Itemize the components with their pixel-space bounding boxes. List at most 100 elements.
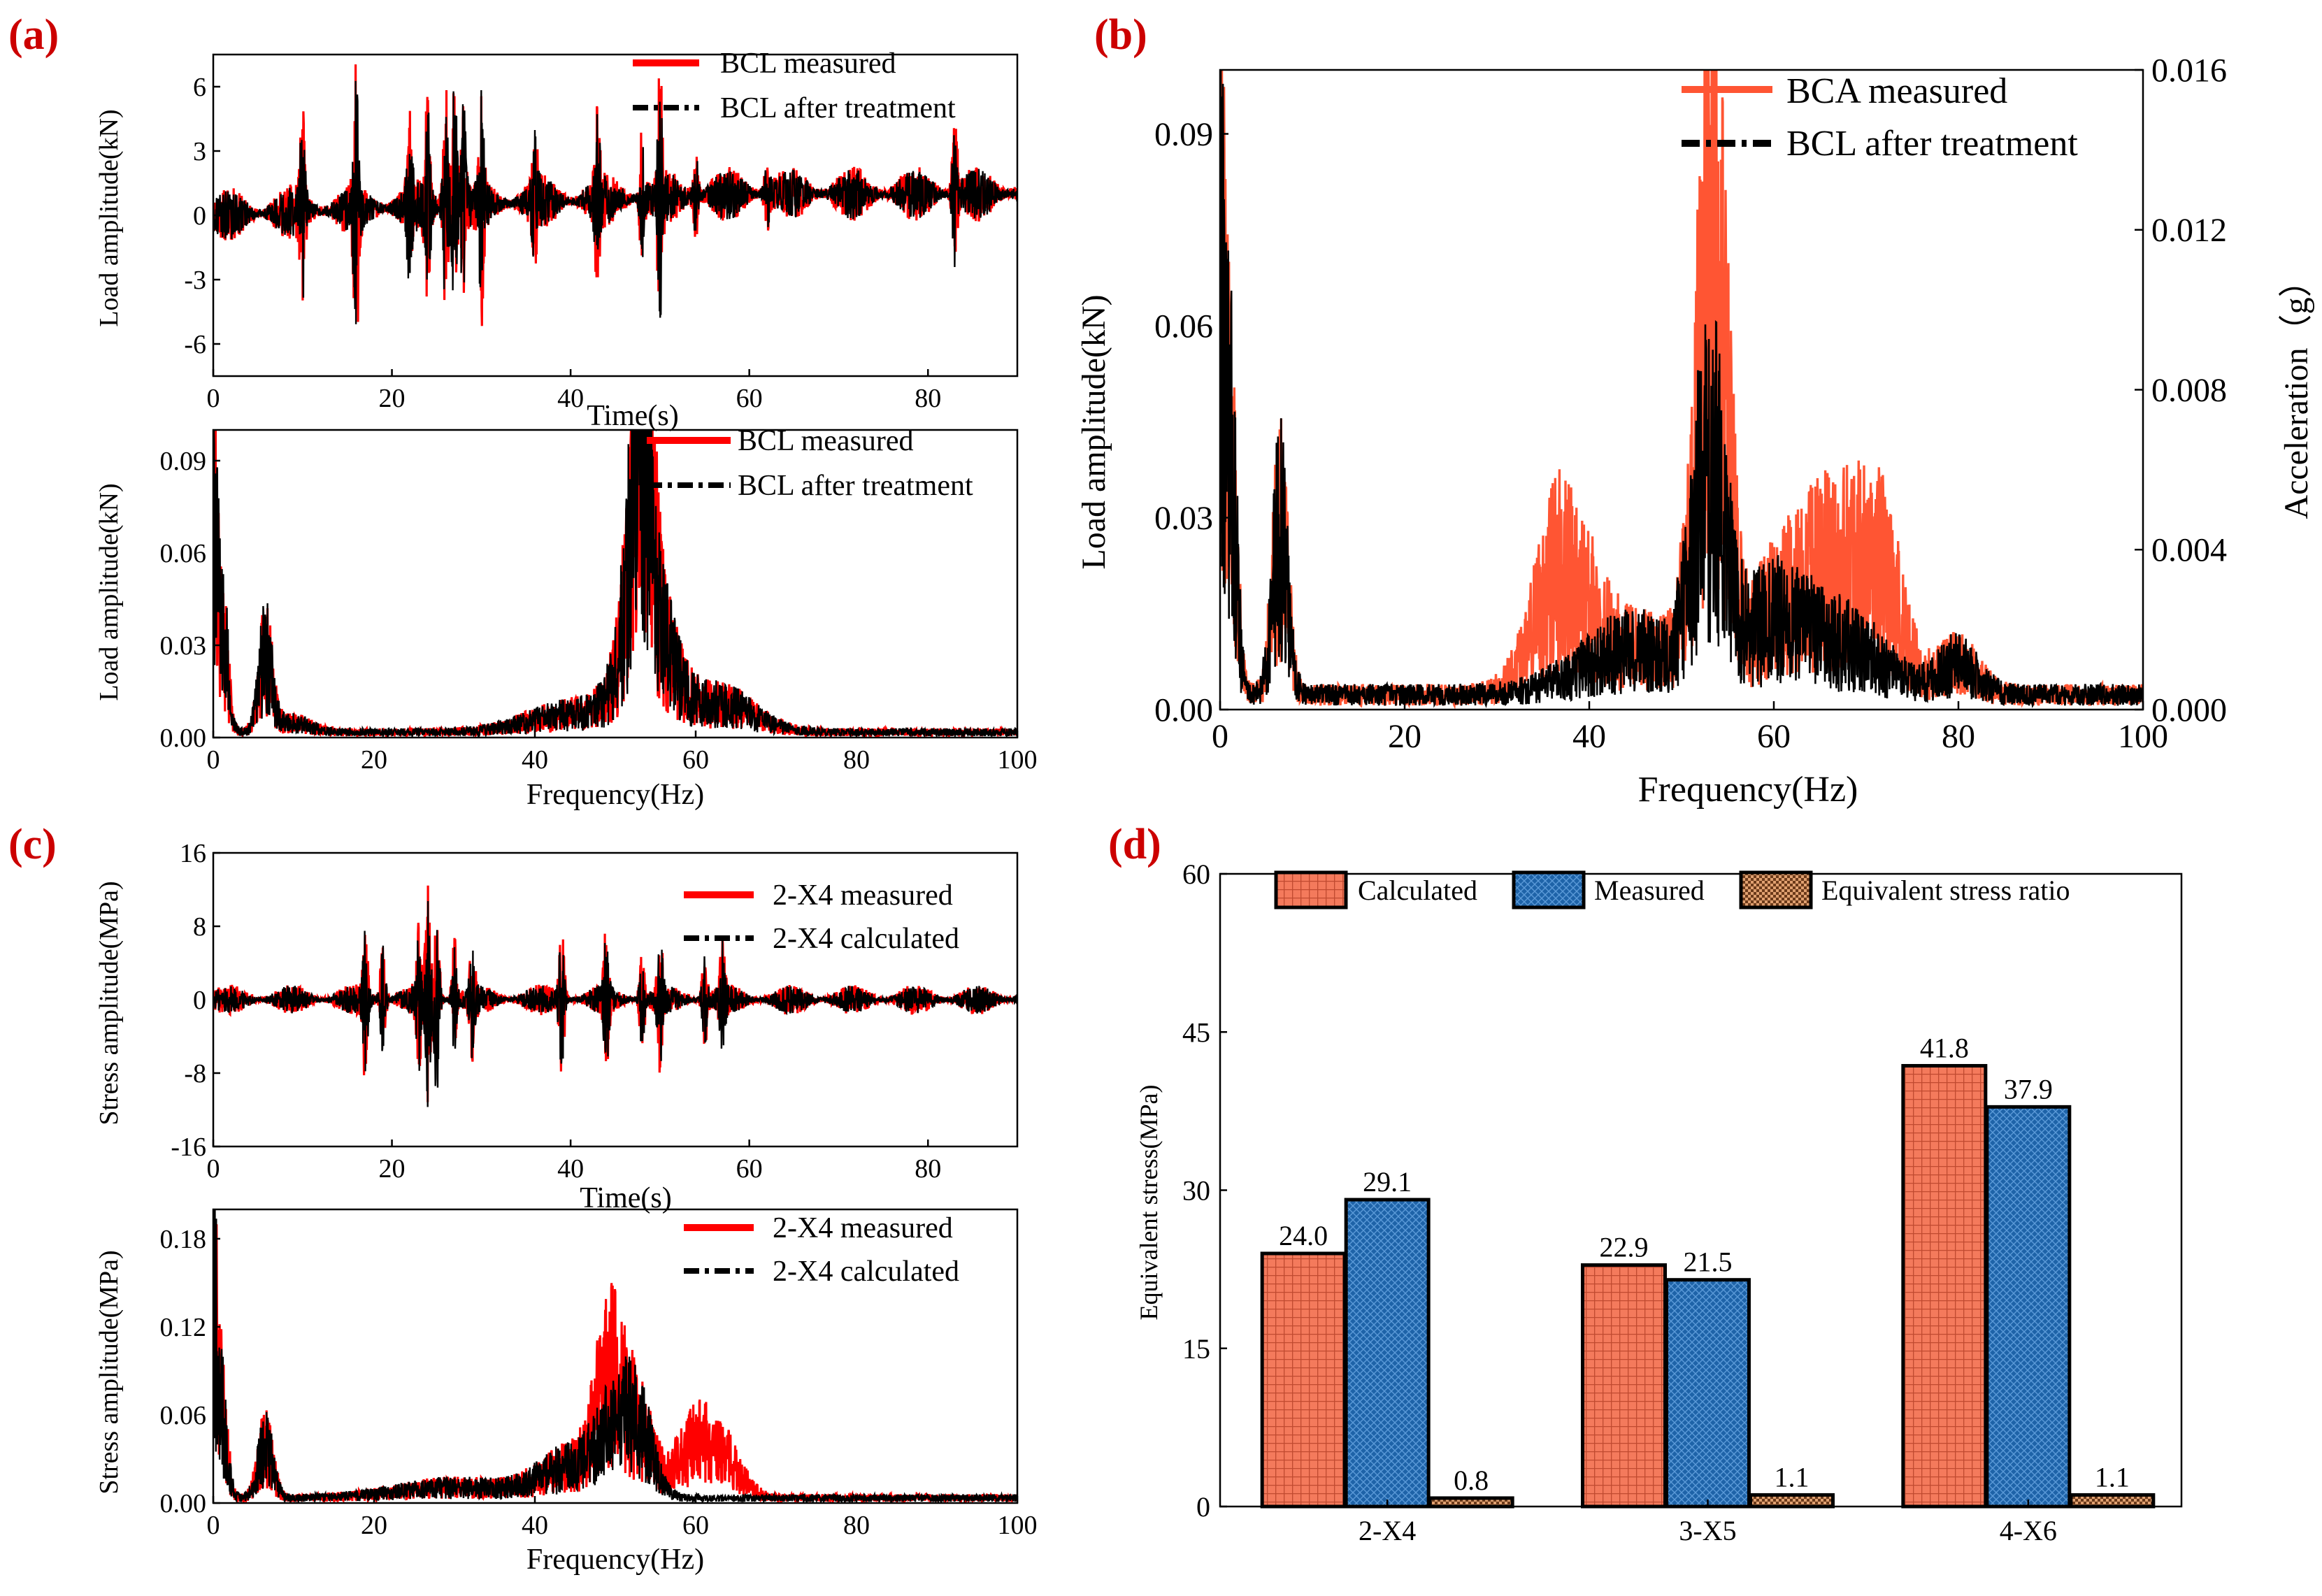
legend-label-measured: 2-X4 measured (773, 1212, 953, 1244)
bar-value-label: 1.1 (1775, 1461, 1809, 1493)
x-tick-label: 0 (207, 1511, 220, 1540)
series-treated-line (213, 80, 1017, 324)
panel-c-top: 0 20 40 60 80 -16 -8 0 8 16 Stress amplitude(MPa)… (94, 839, 1019, 1214)
bar-ratio (2069, 1493, 2156, 1509)
bar-calculated (1260, 1251, 1347, 1509)
panel-a-bottom-ylabel: Load amplitude(kN) (94, 483, 124, 700)
panel-a-bottom-plot: 0 20 40 60 80 100 0.00 0.03 0.06 0.09 (160, 429, 1038, 775)
panel-b-ylabel-right: Acceleration（g） (2278, 264, 2315, 519)
series-treated-line (213, 900, 1017, 1107)
panel-b: 0 20 40 60 80 100 0.00 0.03 0.06 0.09 0.000 0.004 0.… (1075, 52, 2315, 810)
y-tick-label: 0.06 (1154, 308, 1213, 345)
y-tick-label: 0.18 (160, 1225, 207, 1254)
panel-c-top-ylabel: Stress amplitude(MPa) (94, 881, 124, 1125)
y-right-tick-label: 0.008 (2151, 372, 2227, 409)
x-tick-label: 20 (1388, 718, 1421, 755)
bar-value-label: 21.5 (1684, 1246, 1733, 1278)
y-tick-label: 0.00 (160, 1489, 207, 1518)
panel-d: 24.0 29.1 0.8 2-X4 22.9 21.5 1.1 3-X5 41.8 37.9 1.… (1135, 858, 2183, 1546)
x-tick-label: 80 (843, 745, 870, 775)
x-tick-label: 20 (361, 1511, 387, 1540)
x-tick-label: 20 (379, 384, 406, 413)
panel-label-c: (c) (8, 821, 57, 868)
bar-value-label: 29.1 (1363, 1166, 1412, 1198)
y-tick-label: 16 (180, 839, 206, 868)
panel-a-top-legend: BCL measured BCL after treatment (633, 48, 956, 124)
legend-label-measured: BCL measured (720, 48, 896, 80)
y-tick-label: 0 (193, 201, 206, 231)
x-tick-label: 0 (207, 745, 220, 775)
legend-label-measured: BCA measured (1786, 71, 2007, 111)
panel-c-bottom-legend: 2-X4 measured 2-X4 calculated (684, 1212, 959, 1288)
panel-c-bottom-plot: 0 20 40 60 80 100 0.00 0.06 0.12 0.18 (160, 1208, 1038, 1540)
panel-a-top-xlabel: Time(s) (587, 400, 678, 432)
bar-value-label: 37.9 (2004, 1073, 2053, 1105)
legend-label-treated: BCL after treatment (738, 470, 973, 502)
x-tick-label: 40 (522, 745, 548, 775)
panel-a-top-plot: 0 20 40 60 80 -6 -3 0 3 6 (184, 53, 1019, 413)
bar-calculated (1581, 1263, 1667, 1509)
legend-label-treated: BCL after treatment (720, 92, 956, 124)
panel-c-bottom-xlabel: Frequency(Hz) (526, 1544, 704, 1576)
x-tick-label: 60 (736, 1154, 763, 1184)
panel-b-ylabel: Load amplitude(kN) (1075, 294, 1112, 569)
y-tick-label: 3 (193, 137, 206, 166)
y-tick-label: 0 (193, 986, 206, 1015)
x-tick-label: 40 (557, 384, 584, 413)
panel-d-ylabel: Equivalent stress(MPa) (1135, 1085, 1163, 1321)
bar-calculated (1901, 1064, 1988, 1509)
y-tick-label: 0.06 (160, 1401, 207, 1430)
x-tick-label: 80 (915, 384, 941, 413)
panel-c-bottom: 0 20 40 60 80 100 0.00 0.06 0.12 0.18 Stress ampl… (94, 1208, 1038, 1576)
panel-label-a: (a) (8, 11, 59, 59)
bar-value-label: 41.8 (1920, 1033, 1969, 1064)
y-tick-label: 45 (1182, 1016, 1210, 1048)
bar-value-label: 1.1 (2095, 1461, 2130, 1493)
panel-a-bottom-legend: BCL measured BCL after treatment (647, 425, 973, 502)
y-tick-label: 60 (1182, 858, 1210, 890)
x-tick-label: 60 (682, 1511, 709, 1540)
bar-value-label: 22.9 (1600, 1232, 1649, 1263)
y-tick-label: 30 (1182, 1175, 1210, 1207)
bar-value-label: 24.0 (1279, 1220, 1328, 1251)
legend-swatch-calculated (1274, 870, 1348, 910)
y-tick-label: -16 (171, 1133, 206, 1162)
legend-label-measured: BCL measured (738, 425, 914, 457)
panel-b-xlabel: Frequency(Hz) (1638, 770, 1858, 810)
y-tick-label: 8 (193, 912, 206, 942)
x-tick-label: 0 (207, 384, 220, 413)
x-tick-label: 0 (1212, 718, 1228, 755)
legend-label-treated: BCL after treatment (1786, 124, 2078, 164)
y-tick-label: 0.09 (1154, 116, 1213, 153)
legend-swatch-measured (1512, 870, 1586, 910)
bar-measured (1665, 1278, 1751, 1509)
plot-frame (212, 1208, 1019, 1504)
y-tick-label: 6 (193, 73, 206, 102)
x-tick-label: 40 (557, 1154, 584, 1184)
legend-label-treated: 2-X4 calculated (773, 923, 959, 955)
panel-c-top-legend: 2-X4 measured 2-X4 calculated (684, 879, 959, 955)
y-tick-label: -3 (184, 266, 206, 295)
panel-label-d: (d) (1108, 821, 1161, 868)
x-tick-label: 40 (522, 1511, 548, 1540)
panel-a-bottom: 0 20 40 60 80 100 0.00 0.03 0.06 0.09 Load amplit… (94, 425, 1038, 811)
panel-a-top: 0 20 40 60 80 -6 -3 0 3 6 Load amplitude(kN) Time… (94, 48, 1019, 432)
plot-frame (212, 429, 1019, 739)
series-measured-line (213, 1209, 1017, 1503)
x-category-label: 3-X5 (1679, 1515, 1736, 1546)
legend-label-measured: 2-X4 measured (773, 879, 953, 912)
x-tick-label: 80 (915, 1154, 941, 1184)
y-tick-label: 0 (1196, 1491, 1210, 1523)
legend-swatch-ratio (1739, 870, 1813, 910)
x-category-label: 2-X4 (1359, 1515, 1416, 1546)
x-tick-label: 60 (1757, 718, 1791, 755)
y-tick-label: 0.03 (160, 631, 207, 661)
x-tick-label: 100 (998, 1511, 1038, 1540)
legend-label-measured: Measured (1594, 875, 1705, 906)
y-tick-label: 0.00 (160, 724, 207, 753)
x-tick-label: 0 (207, 1154, 220, 1184)
legend-label-calculated: Calculated (1358, 875, 1477, 906)
bar-measured (1344, 1198, 1431, 1509)
y-tick-label: -6 (184, 330, 206, 359)
x-tick-label: 20 (379, 1154, 406, 1184)
